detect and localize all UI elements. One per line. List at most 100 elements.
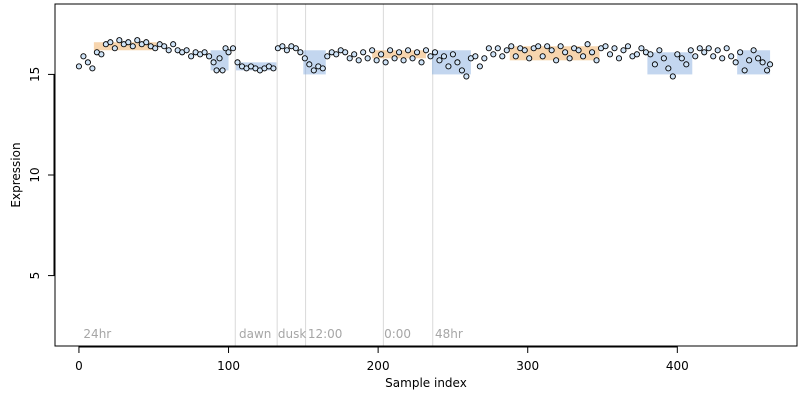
- data-point: [687, 47, 694, 54]
- y-axis-label: Expression: [9, 142, 23, 207]
- data-point: [656, 47, 663, 54]
- data-point: [535, 43, 542, 50]
- data-point: [445, 63, 452, 70]
- data-point: [544, 43, 551, 50]
- data-point: [413, 49, 421, 56]
- data-point: [692, 53, 699, 60]
- data-point: [481, 55, 488, 62]
- region-label: 0:00: [384, 327, 411, 341]
- data-point: [165, 47, 172, 54]
- data-point: [589, 49, 596, 56]
- data-point: [84, 59, 91, 66]
- data-point: [732, 59, 739, 66]
- data-point: [750, 47, 757, 54]
- y-tick-label: 5: [28, 272, 42, 280]
- region-label: 48hr: [435, 327, 463, 341]
- data-point: [710, 53, 717, 60]
- data-point: [746, 57, 753, 64]
- data-point: [719, 55, 726, 62]
- data-point: [665, 65, 672, 72]
- data-point: [391, 55, 398, 62]
- data-point: [219, 67, 226, 74]
- data-point: [499, 53, 506, 60]
- data-point: [521, 47, 528, 54]
- data-point: [526, 55, 533, 62]
- data-point: [364, 55, 371, 62]
- data-point: [382, 59, 389, 66]
- region-label: 24hr: [83, 327, 111, 341]
- data-point: [463, 73, 470, 80]
- data-point: [580, 53, 587, 60]
- data-point: [360, 49, 367, 56]
- data-point: [476, 63, 483, 70]
- data-point: [351, 51, 358, 58]
- data-point: [213, 67, 220, 74]
- data-point: [206, 53, 213, 60]
- data-point: [409, 55, 416, 62]
- data-point: [759, 59, 766, 66]
- data-point: [620, 47, 627, 54]
- data-point: [116, 37, 123, 44]
- data-point: [387, 47, 394, 54]
- data-point: [378, 51, 385, 58]
- data-point: [396, 49, 403, 56]
- data-point: [129, 43, 136, 50]
- x-axis: 0 100 200 300 400: [75, 346, 689, 373]
- data-point: [755, 55, 762, 62]
- data-point: [342, 49, 349, 56]
- region-label: 12:00: [308, 327, 343, 341]
- data-point: [553, 57, 560, 64]
- data-point: [575, 47, 582, 54]
- data-point: [615, 55, 623, 62]
- data-point: [201, 49, 208, 56]
- x-tick-label: 100: [217, 359, 240, 373]
- data-point: [283, 47, 290, 54]
- data-point: [490, 51, 497, 58]
- data-point: [485, 45, 492, 52]
- data-point: [210, 59, 217, 66]
- data-point: [355, 57, 362, 64]
- data-point: [436, 57, 443, 64]
- data-point: [566, 55, 573, 62]
- x-tick-label: 200: [367, 359, 390, 373]
- data-point: [188, 53, 195, 60]
- data-point: [161, 43, 168, 50]
- data-point: [728, 53, 735, 60]
- data-point: [723, 45, 730, 52]
- region-label: dusk: [278, 327, 306, 341]
- data-point: [611, 45, 618, 52]
- data-point: [143, 39, 150, 46]
- data-point: [319, 65, 326, 72]
- data-point: [134, 37, 141, 44]
- data-point: [292, 45, 299, 52]
- data-point: [669, 73, 676, 80]
- data-point: [346, 55, 353, 62]
- data-point: [306, 61, 313, 68]
- data-point: [624, 43, 632, 50]
- y-tick-label: 10: [28, 167, 42, 182]
- data-point: [705, 45, 712, 52]
- data-point: [584, 41, 591, 48]
- data-point: [503, 47, 510, 54]
- data-point: [737, 49, 744, 56]
- data-point: [602, 43, 609, 50]
- data-point: [229, 45, 237, 52]
- x-axis-label: Sample index: [385, 376, 467, 390]
- data-point: [75, 63, 82, 70]
- data-point: [310, 67, 317, 74]
- data-point: [714, 47, 721, 54]
- data-point: [696, 45, 703, 52]
- data-point: [764, 67, 771, 74]
- region-label: dawn: [239, 327, 271, 341]
- data-point: [422, 47, 430, 54]
- data-point: [651, 61, 658, 68]
- data-point: [539, 53, 546, 60]
- data-point: [508, 43, 515, 50]
- data-point: [183, 47, 190, 54]
- data-point: [562, 49, 569, 56]
- data-point: [647, 51, 654, 58]
- data-point: [111, 45, 118, 52]
- data-point: [683, 61, 690, 68]
- y-axis: 5 10 15: [28, 67, 55, 280]
